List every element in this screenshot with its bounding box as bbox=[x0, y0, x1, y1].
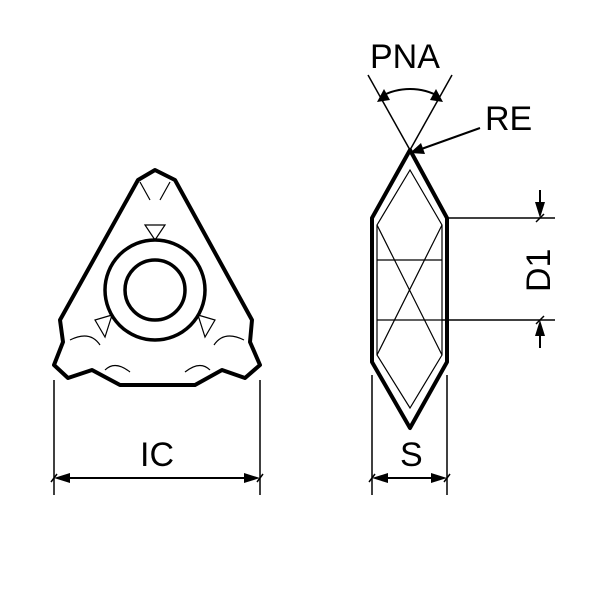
ic-label: IC bbox=[140, 436, 174, 475]
s-label: S bbox=[400, 436, 423, 475]
right-view-side bbox=[372, 150, 447, 428]
re-label: RE bbox=[485, 100, 532, 139]
drawing-svg bbox=[0, 0, 600, 600]
d1-label: D1 bbox=[520, 249, 559, 292]
s-dimension bbox=[369, 375, 450, 495]
technical-diagram: IC PNA RE D1 S bbox=[0, 0, 600, 600]
pna-dimension bbox=[368, 75, 452, 150]
left-view-top bbox=[54, 170, 260, 385]
pna-label: PNA bbox=[370, 38, 440, 77]
